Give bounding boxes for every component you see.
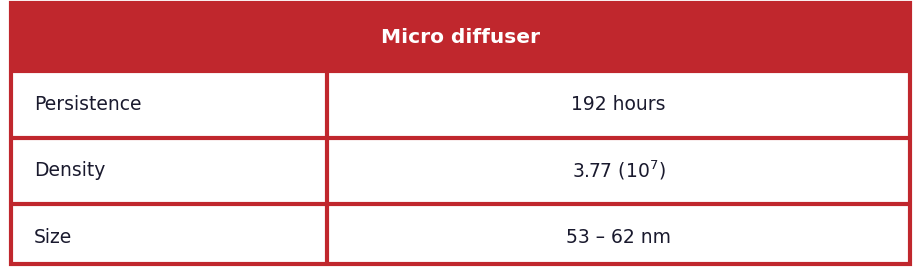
Text: 53 – 62 nm: 53 – 62 nm [565, 227, 671, 246]
Bar [11, 138, 327, 204]
Bar [327, 71, 910, 138]
Text: Size: Size [34, 227, 73, 246]
Text: Density: Density [34, 161, 105, 180]
Bar [11, 3, 910, 71]
Text: Persistence: Persistence [34, 95, 142, 114]
Text: Micro diffuser: Micro diffuser [381, 28, 540, 47]
Bar [11, 204, 327, 267]
Text: 3.77 (10$^{7}$): 3.77 (10$^{7}$) [572, 159, 665, 183]
Bar [327, 204, 910, 267]
Bar [327, 138, 910, 204]
Bar [11, 71, 327, 138]
Text: 192 hours: 192 hours [571, 95, 666, 114]
